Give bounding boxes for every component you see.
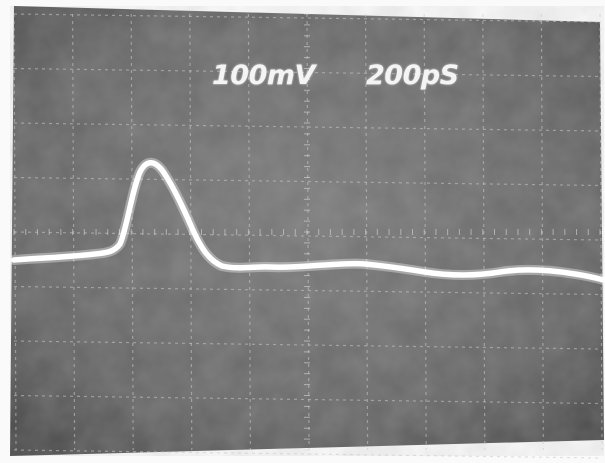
graticule-vline [365, 13, 369, 451]
waveform-trace [11, 160, 605, 283]
graticule-grid [13, 13, 603, 459]
graticule-vline [540, 13, 545, 451]
graticule-vline [482, 13, 486, 451]
time-per-div-readout: 200pS [366, 60, 459, 91]
volts-per-div-readout: 100mV [212, 60, 315, 91]
graticule-vline [72, 13, 76, 451]
graticule-vline [247, 13, 251, 451]
graticule-vline [423, 13, 427, 451]
graticule-vline [599, 13, 603, 451]
graticule-vline [130, 13, 134, 451]
graticule-ticks [13, 13, 601, 451]
